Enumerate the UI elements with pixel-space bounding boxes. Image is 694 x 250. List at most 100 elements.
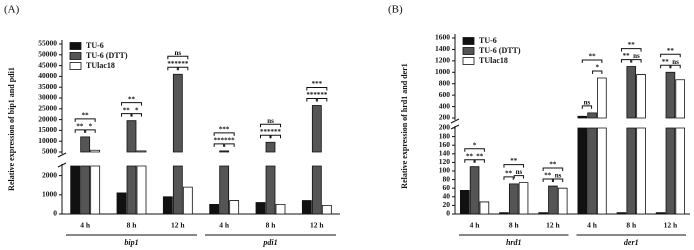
significance-bracket <box>74 118 96 122</box>
x-tick-label: 4 h <box>587 221 598 230</box>
significance-label: *** <box>260 128 271 136</box>
legend-swatch <box>69 42 82 50</box>
y-tick-label: 5000 <box>42 147 57 156</box>
significance-label: * <box>595 64 599 72</box>
significance-label: ** <box>476 152 484 160</box>
significance-label: ns <box>175 49 182 57</box>
y-tick-label: 25000 <box>38 104 57 113</box>
significance-label: ns <box>516 168 523 176</box>
significance-bracket <box>581 105 593 109</box>
bar <box>275 204 286 215</box>
bar <box>229 200 240 215</box>
significance-bracket <box>660 64 671 69</box>
axis-break <box>57 162 67 168</box>
bar <box>587 112 597 215</box>
significance-label: ns <box>584 98 591 106</box>
significance-label: * <box>135 106 139 114</box>
significance-label: *** <box>214 137 225 145</box>
y-tick-label: 800 <box>439 78 451 87</box>
bar <box>557 187 568 215</box>
panel-label: (A) <box>4 4 20 16</box>
x-tick-label: 12 h <box>664 221 678 230</box>
significance-label: ** <box>466 152 474 160</box>
y-tick-label: 400 <box>439 101 451 110</box>
y-tick-label: 45000 <box>38 60 57 69</box>
significance-bracket <box>213 132 235 136</box>
significance-bracket <box>316 98 328 102</box>
significance-label: ** <box>549 161 557 169</box>
significance-label: ns <box>267 117 274 125</box>
significance-label: *** <box>224 137 235 145</box>
significance-bracket <box>660 53 681 58</box>
significance-label: *** <box>306 91 317 99</box>
legend-swatch <box>69 62 82 70</box>
y-tick-label: 50000 <box>38 50 57 59</box>
significance-label: ** <box>628 41 636 49</box>
x-tick-label: 8 h <box>127 221 138 230</box>
bar <box>255 202 266 215</box>
bar <box>469 166 480 215</box>
y-tick-label: 0 <box>53 209 57 218</box>
legend-swatch <box>462 37 475 45</box>
significance-label: *** <box>167 60 178 68</box>
bar <box>70 165 81 215</box>
bar <box>538 212 548 215</box>
significance-bracket <box>167 55 189 60</box>
significance-bracket <box>620 48 642 52</box>
significance-bracket <box>131 113 142 117</box>
bar <box>675 79 686 215</box>
significance-label: ** <box>82 111 90 119</box>
x-tick-label: 8 h <box>626 221 637 230</box>
axis-break <box>450 118 460 124</box>
significance-bracket <box>74 129 86 133</box>
significance-label: ** <box>76 122 84 130</box>
bar <box>265 141 276 215</box>
significance-bracket <box>503 164 525 168</box>
group-label: pdi1 <box>262 238 277 247</box>
bar <box>636 74 646 215</box>
significance-bracket <box>213 143 225 147</box>
group-label: der1 <box>624 238 639 247</box>
y-tick-label: 180 <box>439 131 451 140</box>
significance-bracket <box>270 134 281 139</box>
bar <box>182 186 193 215</box>
significance-label: ** <box>505 170 513 178</box>
bar <box>301 200 312 215</box>
significance-bracket <box>552 178 564 183</box>
significance-label: *** <box>312 80 323 88</box>
significance-bracket <box>620 59 632 63</box>
y-axis-label: Relative expression of hrd1 and der1 <box>400 63 409 188</box>
axis-break <box>57 152 67 158</box>
legend-label: TU-6 <box>86 41 104 50</box>
significance-label: ns <box>633 52 640 60</box>
x-tick-label: 8 h <box>509 221 520 230</box>
legend-label: TU-6 <box>479 36 497 45</box>
significance-label: ** <box>589 53 597 61</box>
legend-label: TU-6 (DTT) <box>86 51 128 60</box>
bar <box>548 185 558 215</box>
y-tick-label: 200 <box>439 123 451 132</box>
y-tick-label: 35000 <box>38 82 57 91</box>
bar <box>136 150 147 215</box>
significance-label: ** <box>510 157 518 165</box>
legend-swatch <box>69 52 82 60</box>
significance-bracket <box>542 178 553 183</box>
significance-bracket <box>306 87 328 91</box>
significance-bracket <box>474 159 485 163</box>
y-tick-label: 55000 <box>38 39 57 48</box>
legend-label: TU-6 (DTT) <box>479 46 521 55</box>
significance-bracket <box>513 175 525 179</box>
significance-label: * <box>473 141 477 149</box>
significance-bracket <box>121 113 132 117</box>
significance-bracket <box>503 176 514 180</box>
significance-label: *** <box>317 91 328 99</box>
x-tick-label: 8 h <box>266 221 277 230</box>
significance-bracket <box>177 66 189 71</box>
y-tick-label: 1000 <box>435 67 450 76</box>
significance-bracket <box>542 167 564 172</box>
bar <box>508 183 519 215</box>
y-tick-label: 2000 <box>42 170 57 179</box>
bar <box>116 192 127 215</box>
significance-label: ** <box>623 52 631 60</box>
